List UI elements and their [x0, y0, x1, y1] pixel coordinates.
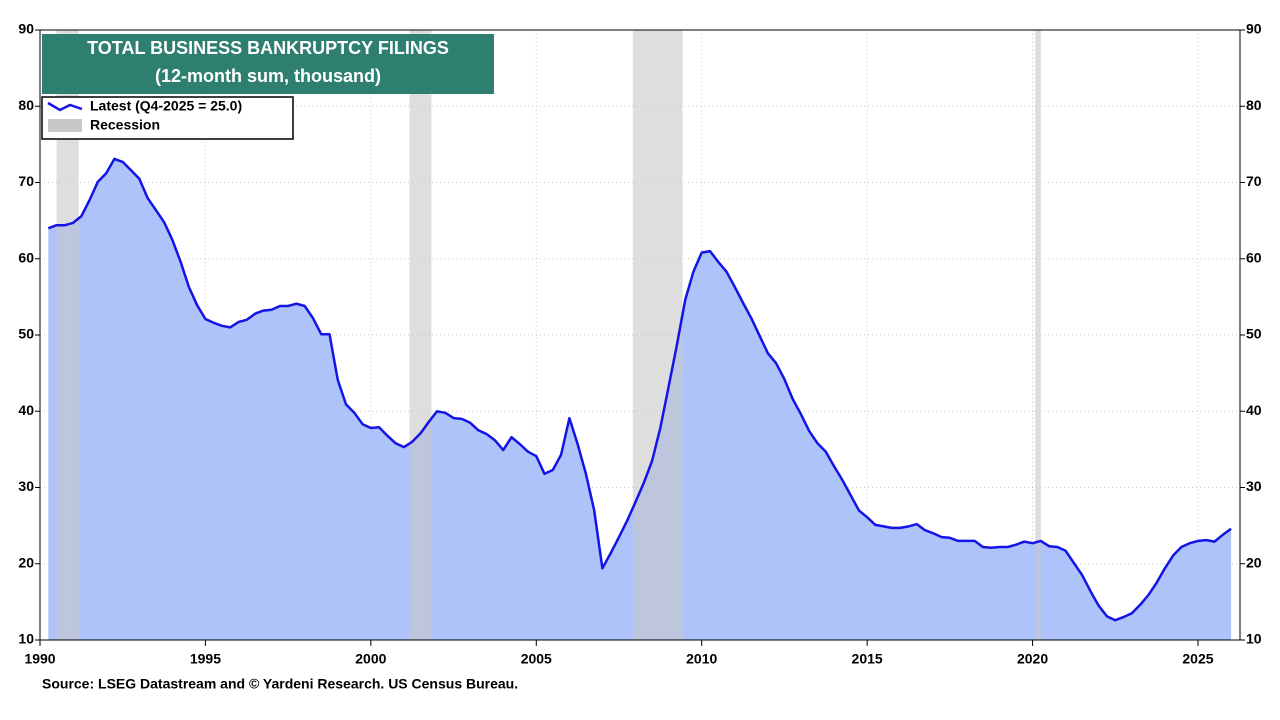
y-tick-label: 10 — [18, 631, 34, 647]
y-tick-label: 70 — [18, 173, 34, 189]
x-tick-label: 2015 — [852, 651, 883, 667]
plot-layer — [39, 29, 1240, 641]
recession-band — [632, 30, 683, 640]
y-tick-label: 30 — [18, 478, 34, 494]
y2-tick-label: 30 — [1246, 478, 1262, 494]
legend-label: Recession — [90, 117, 160, 133]
chart-subtitle: (12-month sum, thousand) — [155, 66, 381, 86]
x-tick-label: 1995 — [190, 651, 221, 667]
y2-tick-label: 70 — [1246, 173, 1262, 189]
y-tick-label: 20 — [18, 554, 34, 570]
legend-box — [41, 96, 294, 140]
x-tick-label: 2025 — [1182, 651, 1213, 667]
legend-line-swatch — [47, 101, 83, 112]
y-tick-label: 90 — [18, 21, 34, 37]
y2-tick-label: 60 — [1246, 249, 1262, 265]
y-tick-label: 80 — [18, 97, 34, 113]
y2-tick-label: 10 — [1246, 631, 1262, 647]
y2-tick-label: 40 — [1246, 402, 1262, 418]
area — [48, 158, 1232, 640]
line — [47, 157, 1232, 622]
y2-tick-label: 50 — [1246, 326, 1262, 342]
source-note: Source: LSEG Datastream and © Yardeni Re… — [42, 676, 518, 692]
recession-band — [56, 30, 79, 640]
y2-tick-label: 20 — [1246, 554, 1262, 570]
y2-tick-label: 90 — [1246, 21, 1262, 37]
chart-title: TOTAL BUSINESS BANKRUPTCY FILINGS — [87, 38, 449, 58]
y-tick-label: 60 — [18, 249, 34, 265]
x-tick-label: 2020 — [1017, 651, 1048, 667]
recession-band — [1035, 30, 1041, 640]
legend-label: Latest (Q4-2025 = 25.0) — [90, 98, 242, 114]
recession-band — [409, 30, 432, 640]
x-tick-label: 2005 — [521, 651, 552, 667]
x-tick-label: 2000 — [355, 651, 386, 667]
legend-recession-swatch — [48, 119, 82, 132]
x-tick-label: 2010 — [686, 651, 717, 667]
y-tick-label: 50 — [18, 326, 34, 342]
y2-tick-label: 80 — [1246, 97, 1262, 113]
y-tick-label: 40 — [18, 402, 34, 418]
title-box — [42, 34, 494, 94]
x-tick-label: 1990 — [24, 651, 55, 667]
